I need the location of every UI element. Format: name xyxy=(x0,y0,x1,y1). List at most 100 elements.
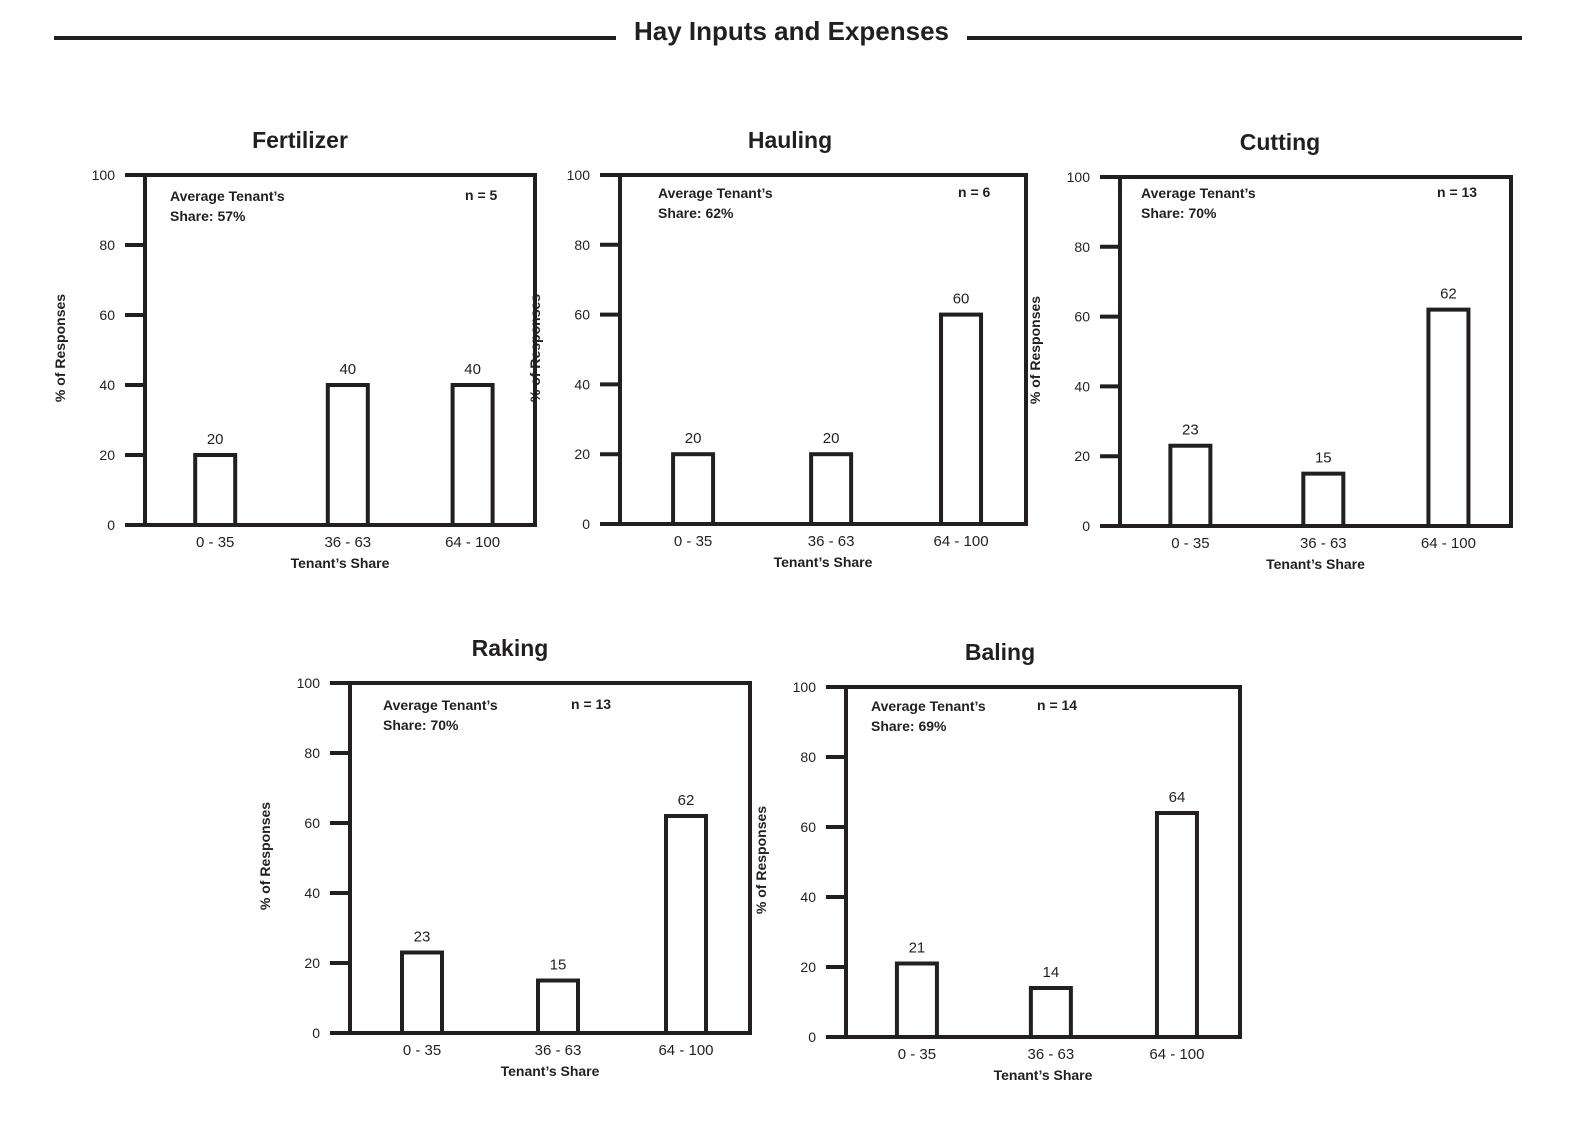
x-tick-label: 0 - 35 xyxy=(898,1046,936,1063)
bar xyxy=(400,950,444,1035)
bar xyxy=(450,383,495,527)
x-tick-label: 0 - 35 xyxy=(1171,535,1209,552)
x-tick-label: 36 - 63 xyxy=(535,1042,582,1059)
annotation-line-1: Average Tenant’s xyxy=(383,697,498,713)
annotation-line-2: Share: 57% xyxy=(170,208,246,224)
bar-value-label: 14 xyxy=(1043,964,1060,981)
chart-title: Baling xyxy=(964,639,1036,665)
y-tick-label: 100 xyxy=(1067,169,1091,185)
x-tick-label: 64 - 100 xyxy=(445,534,500,551)
bar xyxy=(1301,471,1346,528)
y-tick-label: 20 xyxy=(1074,448,1090,464)
bar-value-label: 15 xyxy=(550,957,567,974)
y-tick-label: 0 xyxy=(1082,518,1090,534)
chart-plot: 0 20 40 60 80 100 23 0 - 35 15 36 - 63 62 64 - 100 xyxy=(1067,169,1513,552)
y-tick-label: 40 xyxy=(1074,378,1090,394)
y-tick-label: 80 xyxy=(1074,239,1090,255)
annotation-line-2: Share: 70% xyxy=(1141,205,1217,221)
chart-raking: Raking 0 20 40 60 80 100 23 0 - 35 15 36 - 63 62 64 … xyxy=(257,620,760,1090)
y-tick-label: 80 xyxy=(574,237,590,253)
x-axis-label: Tenant’s Share xyxy=(500,1063,600,1079)
x-tick-label: 64 - 100 xyxy=(1149,1046,1204,1063)
y-axis-label: % of Responses xyxy=(52,293,68,403)
bar xyxy=(325,383,370,527)
average-share-annotation: Average Tenant’s Share: 70% xyxy=(383,695,498,735)
y-tick-label: 100 xyxy=(793,679,817,695)
y-tick-label: 60 xyxy=(800,819,816,835)
annotation-line-1: Average Tenant’s xyxy=(871,698,986,714)
bar-value-label: 20 xyxy=(685,430,702,447)
y-tick-label: 20 xyxy=(574,446,590,462)
y-axis-label: % of Responses xyxy=(1027,295,1043,404)
chart-title: Raking xyxy=(471,635,549,661)
y-tick-label: 80 xyxy=(304,745,320,761)
bar-value-label: 64 xyxy=(1169,789,1186,806)
chart-plot: 0 20 40 60 80 100 21 0 - 35 14 36 - 63 64 64 - 100 xyxy=(793,679,1242,1063)
bar xyxy=(193,453,238,527)
y-tick-label: 0 xyxy=(312,1025,320,1041)
x-tick-label: 64 - 100 xyxy=(1421,535,1476,552)
sample-size-label: n = 14 xyxy=(1037,697,1078,713)
x-tick-label: 0 - 35 xyxy=(403,1042,441,1059)
bar xyxy=(1426,307,1471,528)
y-tick-label: 40 xyxy=(574,376,590,392)
x-axis-label: Tenant’s Share xyxy=(773,554,873,570)
x-axis-label: Tenant’s Share xyxy=(1266,556,1365,572)
annotation-line-2: Share: 62% xyxy=(658,205,734,221)
x-tick-label: 64 - 100 xyxy=(658,1042,713,1059)
bar xyxy=(536,978,580,1035)
x-tick-label: 36 - 63 xyxy=(808,533,855,550)
bar-value-label: 15 xyxy=(1315,450,1332,467)
y-axis-label: % of Responses xyxy=(257,801,273,911)
y-tick-label: 40 xyxy=(99,377,115,393)
chart-title: Fertilizer xyxy=(252,127,348,153)
sample-size-label: n = 13 xyxy=(1437,184,1478,200)
y-tick-label: 0 xyxy=(107,517,115,533)
x-tick-label: 0 - 35 xyxy=(674,533,712,550)
x-axis-label: Tenant’s Share xyxy=(993,1067,1093,1083)
y-tick-label: 60 xyxy=(99,307,115,323)
bar-value-label: 20 xyxy=(207,431,224,448)
y-tick-label: 20 xyxy=(304,955,320,971)
chart-title: Cutting xyxy=(1239,129,1321,155)
y-tick-label: 0 xyxy=(582,516,590,532)
chart-plot: 0 20 40 60 80 100 20 0 - 35 40 36 - 63 40 64 - 100 xyxy=(92,167,537,551)
bar xyxy=(1168,443,1213,529)
y-tick-label: 100 xyxy=(92,167,116,183)
y-axis-label: % of Responses xyxy=(753,805,769,915)
y-tick-label: 100 xyxy=(567,167,591,183)
bar xyxy=(809,452,854,527)
y-tick-label: 60 xyxy=(1074,309,1090,325)
sample-size-label: n = 13 xyxy=(571,696,612,712)
annotation-line-2: Share: 69% xyxy=(871,718,947,734)
chart-baling: Baling 0 20 40 60 80 100 21 0 - 35 14 36 - 63 64 64 … xyxy=(750,620,1250,1090)
average-share-annotation: Average Tenant’s Share: 62% xyxy=(658,183,773,223)
bar xyxy=(1028,986,1073,1039)
bar xyxy=(664,814,708,1035)
bar-value-label: 23 xyxy=(414,929,431,946)
title-rule-right xyxy=(967,36,1522,40)
bar xyxy=(671,452,716,527)
chart-fertilizer: Fertilizer 0 20 40 60 80 100 20 0 - 35 40 36 - 63 4… xyxy=(50,120,550,590)
y-tick-label: 20 xyxy=(99,447,115,463)
bar-value-label: 23 xyxy=(1182,422,1199,439)
annotation-line-1: Average Tenant’s xyxy=(170,188,285,204)
bar-value-label: 62 xyxy=(1440,286,1457,303)
title-rule-left xyxy=(54,36,616,40)
chart-plot: 0 20 40 60 80 100 23 0 - 35 15 36 - 63 62 64 - 100 xyxy=(297,675,752,1059)
y-tick-label: 0 xyxy=(808,1029,816,1045)
bar-value-label: 20 xyxy=(823,430,840,447)
bar xyxy=(894,961,939,1039)
bar-value-label: 21 xyxy=(909,940,926,957)
x-tick-label: 36 - 63 xyxy=(1300,535,1347,552)
bar-value-label: 62 xyxy=(678,792,695,809)
average-share-annotation: Average Tenant’s Share: 57% xyxy=(170,186,285,226)
bar-value-label: 60 xyxy=(953,291,970,308)
annotation-line-1: Average Tenant’s xyxy=(658,185,773,201)
x-tick-label: 0 - 35 xyxy=(196,534,234,551)
chart-title: Hauling xyxy=(747,127,833,153)
y-tick-label: 60 xyxy=(304,815,320,831)
average-share-annotation: Average Tenant’s Share: 70% xyxy=(1141,183,1256,223)
x-tick-label: 36 - 63 xyxy=(324,534,371,551)
bar-value-label: 40 xyxy=(464,361,481,378)
